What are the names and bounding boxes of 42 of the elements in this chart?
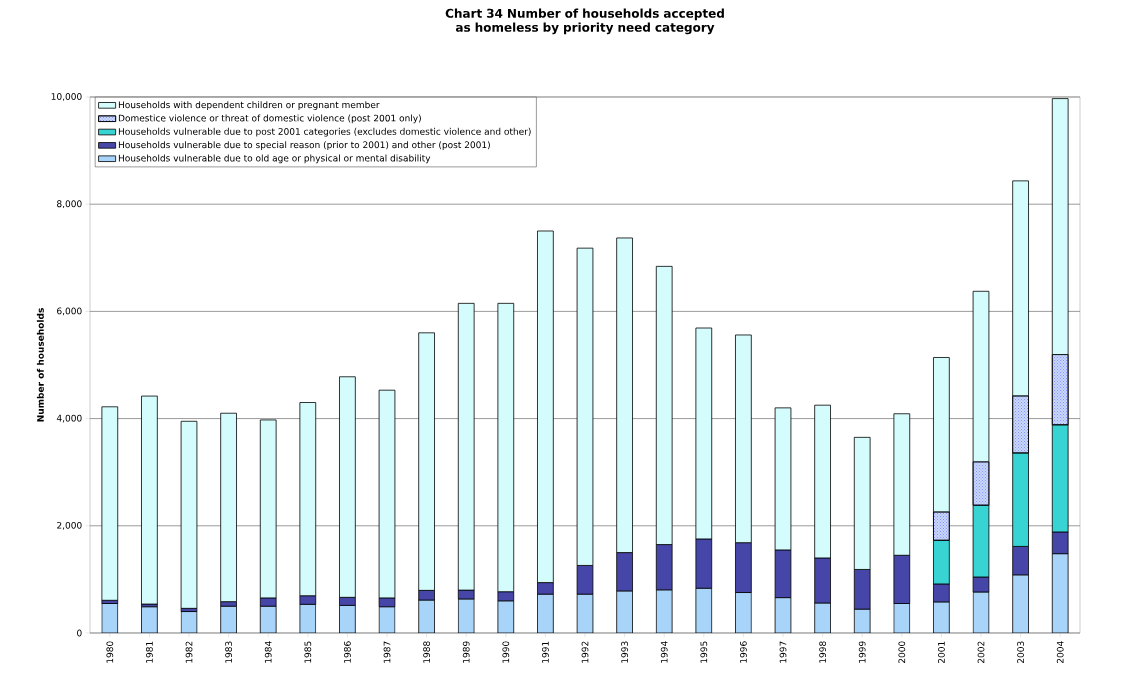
x-tick-label: 1987 [383, 641, 391, 663]
legend-label: Households vulnerable due to post 2001 categories (excludes domestic violence and other) [118, 127, 531, 137]
x-tick-label: 1993 [621, 641, 629, 663]
x-tick-label: 1981 [146, 641, 153, 663]
x-tick-label: 1980 [106, 641, 114, 663]
chart-title: Chart 34 Number of households accepted as homeless by priority need category [445, 8, 724, 35]
bar [141, 395, 158, 605]
x-tick-label: 1995 [700, 641, 708, 663]
legend-label: Domestice violence or threat of domestic violence (post 2001 only) [118, 114, 421, 124]
y-tick-label: 8,000 [57, 200, 82, 209]
x-tick-label: 1982 [185, 641, 193, 663]
legend-label: Households with dependent children or pregnant member [118, 101, 380, 110]
y-tick-label: 2,000 [57, 521, 82, 530]
x-tick-label: 2000 [898, 641, 906, 664]
x-tick-label: 1985 [304, 641, 312, 663]
x-tick-label: 1992 [581, 641, 589, 663]
bar [220, 412, 237, 603]
y-tick-label: 4,000 [56, 414, 82, 423]
x-tick-label: 2003 [1017, 641, 1024, 664]
x-tick-label: 2002 [977, 641, 985, 664]
x-tick-label: 1988 [423, 641, 431, 663]
x-tick-label: 2004 [1056, 641, 1064, 664]
bar [101, 406, 119, 601]
x-tick-label: 2001 [938, 641, 945, 664]
x-tick-label: 1989 [462, 641, 470, 663]
bar [180, 420, 198, 609]
x-tick-label: 1984 [264, 641, 272, 663]
y-tick-label: 10,000 [51, 93, 82, 101]
y-tick-label: 0 [77, 629, 82, 637]
x-tick-label: 1998 [819, 641, 827, 663]
x-tick-label: 1996 [740, 641, 747, 663]
x-tick-label: 1986 [344, 641, 351, 663]
x-tick-label: 1991 [542, 641, 549, 663]
x-tick-label: 1983 [225, 641, 233, 663]
x-tick-label: 1997 [779, 641, 787, 663]
legend-label: Households vulnerable due to old age or physical or mental disability [118, 154, 431, 164]
legend-label: Households vulnerable due to special reason (prior to 2001) and other (post 2001) [118, 141, 490, 150]
y-tick-label: 6,000 [57, 307, 82, 316]
x-tick-label: 1999 [858, 641, 866, 663]
y-axis-title: Number of households [36, 308, 44, 422]
x-tick-label: 1990 [502, 641, 510, 663]
x-tick-label: 1994 [660, 641, 668, 663]
